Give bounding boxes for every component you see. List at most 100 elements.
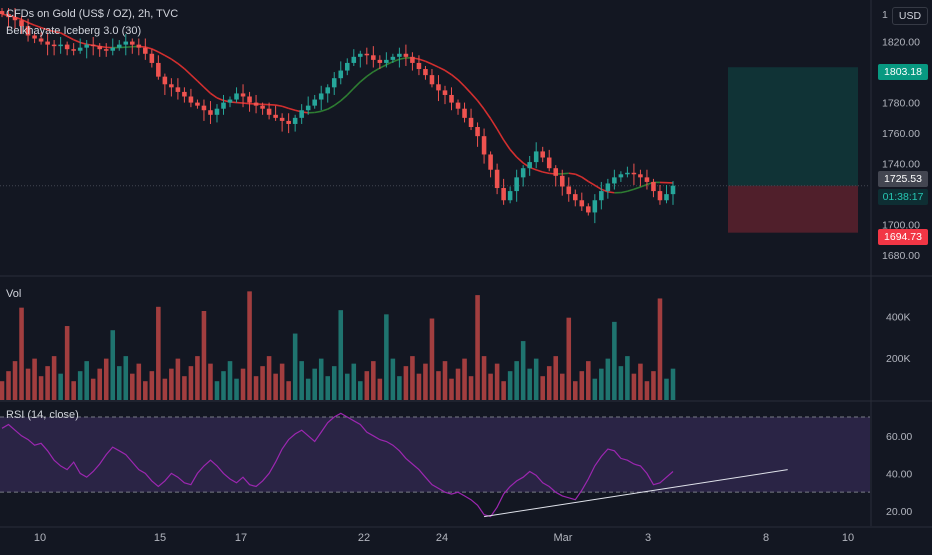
candle-body — [65, 45, 70, 50]
volume-bar — [39, 376, 44, 400]
volume-bar — [104, 359, 109, 400]
time-tick-label: 15 — [154, 532, 166, 544]
candle-body — [267, 109, 272, 115]
candle-body — [430, 75, 435, 84]
candle-body — [150, 54, 155, 63]
volume-bar — [137, 364, 142, 400]
candle-body — [391, 57, 396, 60]
candle-body — [104, 49, 109, 51]
volume-bar — [521, 341, 526, 400]
candle-body — [462, 109, 467, 118]
candle-body — [397, 54, 402, 57]
candle-body — [293, 118, 298, 124]
currency-label[interactable]: USD — [892, 7, 928, 25]
candle-body — [143, 48, 148, 54]
volume-bar — [371, 361, 376, 400]
candle-body — [58, 45, 63, 47]
volume-bar — [547, 366, 552, 400]
volume-bar — [65, 326, 70, 400]
stop-zone — [728, 186, 858, 233]
candle-body — [0, 11, 4, 14]
volume-bar — [345, 374, 350, 400]
volume-title[interactable]: Vol — [6, 288, 21, 300]
volume-bar — [632, 374, 637, 400]
volume-bar — [78, 371, 83, 400]
volume-bar — [97, 369, 102, 400]
volume-bar — [117, 366, 122, 400]
candle-body — [488, 154, 493, 169]
candle-body — [228, 100, 233, 103]
volume-bar — [573, 381, 578, 400]
candle-body — [189, 96, 194, 102]
target-zone — [728, 67, 858, 185]
target-price-tag: 1803.18 — [878, 64, 928, 80]
volume-bar — [228, 361, 233, 400]
candle-body — [658, 191, 663, 200]
candle-body — [625, 173, 630, 175]
candle-body — [580, 200, 585, 206]
volume-bar — [182, 376, 187, 400]
candle-body — [417, 63, 422, 69]
volume-bar — [306, 379, 311, 400]
indicator-title[interactable]: Belkhayate Iceberg 3.0 (30) — [6, 25, 141, 37]
volume-bar — [501, 381, 506, 400]
candle-body — [163, 77, 168, 85]
volume-bar — [462, 359, 467, 400]
candle-body — [449, 95, 454, 103]
time-tick-label: 17 — [235, 532, 247, 544]
candle-body — [560, 176, 565, 187]
volume-bar — [586, 361, 591, 400]
candle-body — [45, 42, 50, 45]
candle-body — [593, 200, 598, 212]
volume-bar — [26, 369, 31, 400]
volume-bar — [234, 379, 239, 400]
time-tick-label: 22 — [358, 532, 370, 544]
candle-body — [280, 118, 285, 121]
time-tick-label: 3 — [645, 532, 651, 544]
volume-bar — [352, 364, 357, 400]
volume-bar — [254, 376, 259, 400]
rsi-title[interactable]: RSI (14, close) — [6, 409, 79, 421]
candle-body — [130, 42, 135, 45]
candle-body — [352, 57, 357, 63]
volume-bar — [143, 381, 148, 400]
candle-body — [319, 93, 324, 99]
volume-bar — [176, 359, 181, 400]
volume-bar — [260, 366, 265, 400]
candle-body — [514, 177, 519, 191]
candle-body — [137, 45, 142, 48]
volume-bar — [658, 298, 663, 400]
candle-body — [482, 136, 487, 154]
volume-bar — [619, 366, 624, 400]
time-tick-label: Mar — [554, 532, 573, 544]
candle-body — [39, 39, 44, 42]
candle-body — [241, 93, 246, 96]
candle-body — [97, 46, 102, 49]
time-tick-label: 8 — [763, 532, 769, 544]
candle-body — [156, 63, 161, 77]
price-tick-label: 1780.00 — [882, 98, 920, 110]
symbol-title[interactable]: CFDs on Gold (US$ / OZ), 2h, TVC — [6, 8, 178, 20]
volume-bar — [189, 366, 194, 400]
candle-body — [566, 187, 571, 195]
candle-body — [247, 96, 252, 102]
candle-body — [599, 191, 604, 200]
price-tick-label: 1680.00 — [882, 250, 920, 262]
volume-bar — [645, 381, 650, 400]
bar-countdown-tag: 01:38:17 — [878, 189, 928, 205]
candle-body — [534, 151, 539, 162]
volume-bar — [312, 369, 317, 400]
volume-bar — [384, 314, 389, 400]
volume-bar — [527, 369, 532, 400]
rsi-tick-label: 40.00 — [886, 468, 912, 480]
candle-body — [215, 109, 220, 115]
volume-bar — [247, 291, 252, 400]
candle-body — [273, 115, 278, 118]
candle-body — [436, 84, 441, 90]
volume-bar — [156, 307, 161, 400]
volume-bar — [19, 308, 24, 400]
volume-bar — [410, 356, 415, 400]
candle-body — [638, 174, 643, 177]
